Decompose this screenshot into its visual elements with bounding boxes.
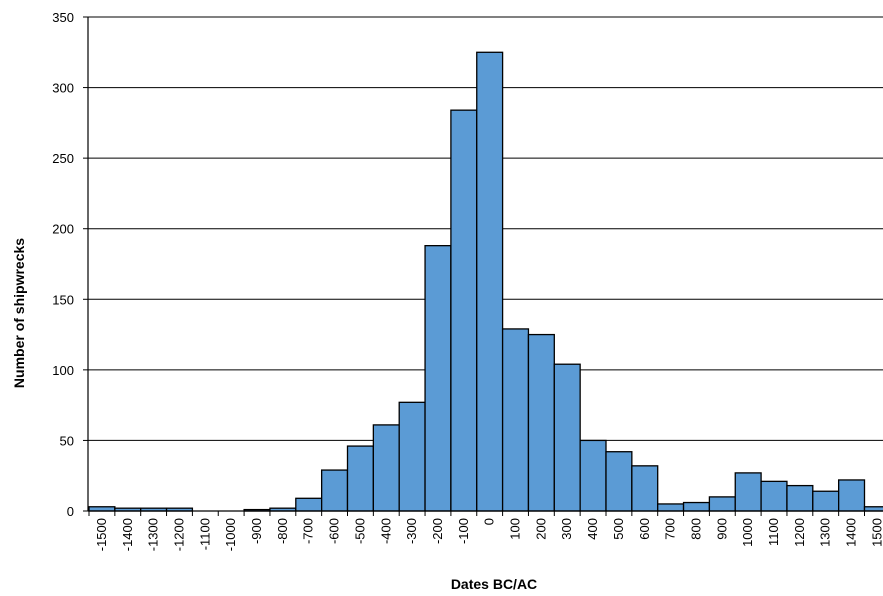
x-tick-label: -1200 xyxy=(171,518,186,551)
x-tick-label: -500 xyxy=(352,518,367,544)
y-tick-label: 300 xyxy=(52,81,74,96)
y-tick-label: 150 xyxy=(52,292,74,307)
y-tick-label: 50 xyxy=(60,433,74,448)
bar-1000 xyxy=(734,472,762,512)
bar--300 xyxy=(398,401,426,512)
bar--400 xyxy=(372,424,400,512)
x-tick-label: 900 xyxy=(714,518,729,540)
bar--100 xyxy=(450,109,478,512)
x-tick-label: -1100 xyxy=(197,518,212,550)
x-tick-label: 700 xyxy=(663,518,678,540)
x-tick-label: -900 xyxy=(249,518,264,544)
x-tick-label: 1400 xyxy=(844,518,859,547)
x-tick-label: -700 xyxy=(301,518,316,544)
y-tick-label: 350 xyxy=(52,10,74,25)
y-tick-label: 200 xyxy=(52,222,74,237)
bar-700 xyxy=(657,503,685,512)
bar-400 xyxy=(579,439,607,512)
bar-1400 xyxy=(838,479,866,512)
x-tick-label: 200 xyxy=(533,518,548,540)
x-tick-label: -1300 xyxy=(146,518,161,551)
x-tick-label: 1000 xyxy=(740,518,755,547)
x-tick-label: 300 xyxy=(559,518,574,540)
y-tick-labels: 0 50 100 150 200 250 300 350 xyxy=(52,10,74,519)
bar-1500 xyxy=(863,506,883,512)
bar--500 xyxy=(346,445,375,512)
x-tick-label: 500 xyxy=(611,518,626,540)
x-axis-title: Dates BC/AC xyxy=(451,576,537,592)
x-tick-label: 1200 xyxy=(792,518,807,547)
x-tick-label: 800 xyxy=(688,518,703,540)
x-tick-label: -800 xyxy=(275,518,290,544)
bar--700 xyxy=(295,497,323,512)
bar--1500 xyxy=(88,506,116,512)
x-tick-label: -400 xyxy=(378,518,393,544)
x-tick-label: -200 xyxy=(430,518,445,544)
bars xyxy=(88,51,883,512)
bar-500 xyxy=(605,451,633,512)
x-tick-label: 1300 xyxy=(818,518,833,547)
x-tick-label: 600 xyxy=(637,518,652,540)
x-tick-label: 1500 xyxy=(869,518,883,547)
bar-0 xyxy=(476,51,504,512)
bar-100 xyxy=(501,328,530,512)
y-tick-label: 100 xyxy=(52,363,74,378)
x-tick-label: -1500 xyxy=(94,518,109,551)
bar-200 xyxy=(527,333,555,512)
bar-1200 xyxy=(786,484,814,512)
x-tick-label: 0 xyxy=(482,518,497,525)
y-axis-title: Number of shipwrecks xyxy=(11,238,27,388)
bar--600 xyxy=(320,469,349,512)
bar-900 xyxy=(708,496,736,512)
x-tick-label: -300 xyxy=(404,518,419,544)
x-tick-label: 1100 xyxy=(766,518,781,546)
x-tick-label: -100 xyxy=(456,518,471,544)
bar-300 xyxy=(553,363,581,512)
x-tick-label: -600 xyxy=(327,518,342,544)
y-tick-label: 250 xyxy=(52,151,74,166)
y-tick-label: 0 xyxy=(67,504,74,519)
bar-800 xyxy=(682,501,711,512)
axes xyxy=(83,16,883,516)
bar-1300 xyxy=(812,490,840,512)
x-tick-label: -1400 xyxy=(120,518,135,551)
x-tick-label: -1000 xyxy=(223,518,238,551)
x-tick-label: 100 xyxy=(508,518,523,540)
bar--200 xyxy=(424,245,452,512)
x-tick-label: 400 xyxy=(585,518,600,540)
bar-1100 xyxy=(760,480,788,512)
bar-600 xyxy=(631,465,659,512)
x-tick-labels: -1500 -1400 -1300 -1200 -1100 -1000 -900 -800 -7… xyxy=(94,518,883,551)
